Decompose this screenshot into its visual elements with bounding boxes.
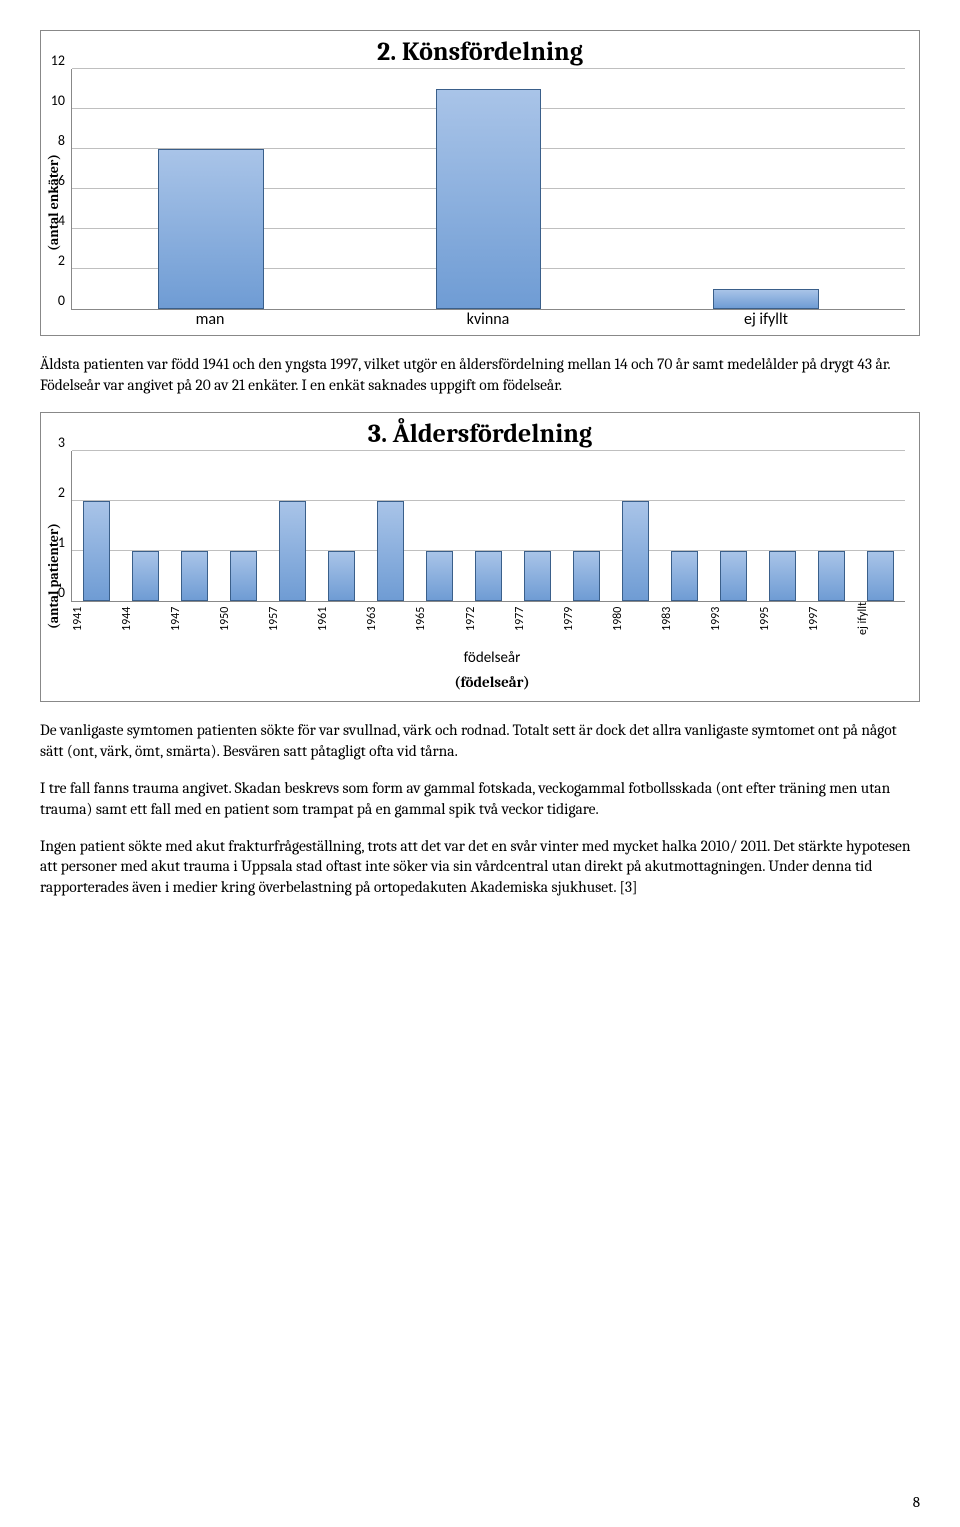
chart2-plot-area xyxy=(71,451,905,602)
chart1-plot-area xyxy=(71,69,905,310)
chart2-xlabels: 1941194419471950195719611963196519721977… xyxy=(71,602,905,639)
chart2-bars xyxy=(72,451,905,601)
bar xyxy=(818,551,845,601)
xlabel: 1995 xyxy=(758,602,807,639)
chart-gender-distribution: 2. Könsfördelning (antal enkäter) 121086… xyxy=(40,30,920,336)
bar xyxy=(524,551,551,601)
xlabel: ej ifyllt xyxy=(856,602,905,639)
xlabel: 1963 xyxy=(365,602,414,639)
xlabel: kvinna xyxy=(349,310,627,329)
xlabel: 1983 xyxy=(660,602,709,639)
bar xyxy=(158,149,264,309)
chart1-title: 2. Könsfördelning xyxy=(41,37,919,67)
bar xyxy=(436,89,542,309)
bar xyxy=(720,551,747,601)
bar xyxy=(713,289,819,309)
xlabel: 1961 xyxy=(316,602,365,639)
xlabel: 1979 xyxy=(562,602,611,639)
chart2-sublabel-2: (födelseår) xyxy=(65,673,919,691)
bar xyxy=(83,501,110,601)
xlabel: 1993 xyxy=(709,602,758,639)
chart1-bars xyxy=(72,69,905,309)
bar xyxy=(573,551,600,601)
paragraph-4: Ingen patient sökte med akut frakturfråg… xyxy=(40,836,920,899)
bar xyxy=(230,551,257,601)
paragraph-2: De vanligaste symtomen patienten sökte f… xyxy=(40,720,920,762)
chart2-title: 3. Åldersfördelning xyxy=(41,419,919,449)
page-number: 8 xyxy=(913,1493,920,1511)
xlabel: 1947 xyxy=(169,602,218,639)
xlabel: 1965 xyxy=(414,602,463,639)
bar xyxy=(769,551,796,601)
xlabel: 1950 xyxy=(218,602,267,639)
paragraph-3: I tre fall fanns trauma angivet. Skadan … xyxy=(40,778,920,820)
bar xyxy=(377,501,404,601)
xlabel: 1977 xyxy=(513,602,562,639)
bar xyxy=(132,551,159,601)
chart2-sublabel-1: födelseår xyxy=(65,649,919,667)
chart-age-distribution: 3. Åldersfördelning (antal patienter) 32… xyxy=(40,412,920,702)
bar xyxy=(426,551,453,601)
xlabel: 1997 xyxy=(807,602,856,639)
xlabel: 1972 xyxy=(464,602,513,639)
bar xyxy=(181,551,208,601)
bar xyxy=(622,501,649,601)
bar xyxy=(475,551,502,601)
xlabel: 1941 xyxy=(71,602,120,639)
paragraph-1: Äldsta patienten var född 1941 och den y… xyxy=(40,354,920,396)
xlabel: ej ifyllt xyxy=(627,310,905,329)
chart1-ylabel: (antal enkäter) xyxy=(45,154,62,251)
bar xyxy=(279,501,306,601)
bar xyxy=(867,551,894,601)
chart1-xlabels: mankvinnaej ifyllt xyxy=(71,310,905,335)
xlabel: 1944 xyxy=(120,602,169,639)
bar xyxy=(328,551,355,601)
xlabel: 1980 xyxy=(611,602,660,639)
xlabel: man xyxy=(71,310,349,329)
bar xyxy=(671,551,698,601)
xlabel: 1957 xyxy=(267,602,316,639)
